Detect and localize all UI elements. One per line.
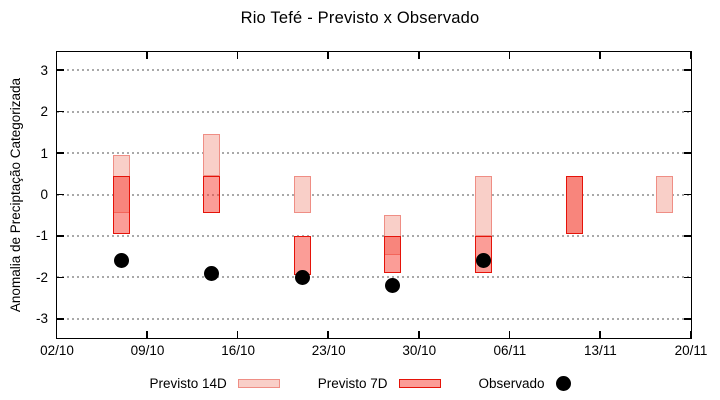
- y-tick: [56, 318, 64, 320]
- y-tick: [56, 69, 64, 71]
- y-tick-label: 0: [40, 187, 48, 202]
- x-tick-label: 30/10: [402, 343, 437, 358]
- legend-swatch: [398, 379, 441, 388]
- legend-label: Observado: [478, 376, 545, 391]
- x-tick: [327, 330, 329, 338]
- gridline: [56, 193, 691, 196]
- y-tick: [56, 152, 64, 154]
- x-tick-label: 23/10: [311, 343, 346, 358]
- gridline: [56, 234, 691, 237]
- x-tick: [236, 330, 239, 338]
- x-tick-label: 16/10: [221, 343, 256, 358]
- y-tick-label: 2: [40, 104, 48, 120]
- legend-dot: [555, 376, 571, 391]
- y-tick-label: -3: [35, 311, 48, 327]
- y-tick: [683, 318, 691, 320]
- observed-dot: [385, 278, 401, 294]
- x-tick-label: 20/11: [674, 343, 708, 358]
- legend-swatch: [237, 379, 280, 388]
- y-tick-label: 3: [40, 62, 48, 78]
- chart-title: Rio Tefé - Previsto x Observado: [240, 9, 480, 27]
- bar-previsto-14d: [293, 175, 311, 214]
- gridline: [56, 276, 691, 279]
- observed-dot: [204, 265, 220, 281]
- y-tick-label: -2: [35, 269, 48, 285]
- x-tick: [599, 330, 601, 338]
- y-tick: [683, 152, 691, 154]
- legend-item: Previsto 7D: [318, 376, 441, 391]
- x-tick: [599, 51, 601, 59]
- x-tick: [55, 51, 58, 59]
- legend-item: Previsto 14D: [149, 376, 280, 391]
- x-tick: [146, 51, 148, 59]
- x-tick-label: 09/10: [130, 343, 165, 358]
- y-tick: [56, 276, 64, 279]
- x-tick: [55, 330, 58, 338]
- gridline: [56, 152, 691, 155]
- legend-label: Previsto 14D: [149, 376, 227, 391]
- x-tick: [146, 330, 148, 338]
- bar-previsto-14d: [656, 175, 674, 214]
- legend-item: Observado: [479, 376, 571, 391]
- y-tick: [683, 193, 691, 196]
- legend-label: Previsto 7D: [317, 376, 388, 391]
- bar-previsto-14d: [203, 134, 221, 176]
- x-tick-label: 13/11: [584, 343, 617, 358]
- x-tick: [418, 51, 420, 59]
- x-tick: [689, 51, 692, 59]
- y-tick: [683, 235, 691, 237]
- bar-previsto-7d: [565, 175, 583, 234]
- x-tick-label: 02/10: [40, 343, 74, 358]
- x-tick: [689, 330, 692, 338]
- y-tick: [56, 193, 64, 196]
- y-tick: [56, 235, 64, 237]
- gridline: [56, 110, 691, 113]
- x-tick: [508, 51, 511, 59]
- y-tick-label: -1: [35, 228, 48, 244]
- x-tick: [418, 330, 420, 338]
- y-tick: [683, 110, 691, 113]
- y-tick: [683, 276, 691, 279]
- bar-previsto-7d: [203, 175, 221, 214]
- y-tick: [56, 110, 64, 113]
- plot-area: [55, 50, 692, 339]
- x-tick: [236, 51, 239, 59]
- gridline: [56, 317, 691, 320]
- observed-dot: [294, 269, 310, 285]
- y-tick: [683, 69, 691, 71]
- bar-previsto-7d: [112, 175, 130, 234]
- observed-dot: [475, 253, 491, 269]
- observed-dot: [113, 253, 129, 269]
- bar-previsto-14d: [474, 175, 492, 236]
- x-tick: [327, 51, 329, 59]
- y-tick-label: 1: [40, 145, 48, 161]
- x-tick: [508, 330, 511, 338]
- legend: Previsto 14D Previsto 7D Observado: [0, 376, 720, 391]
- bar-previsto-7d: [384, 235, 402, 274]
- x-tick-label: 06/11: [493, 343, 527, 358]
- gridline: [56, 69, 691, 72]
